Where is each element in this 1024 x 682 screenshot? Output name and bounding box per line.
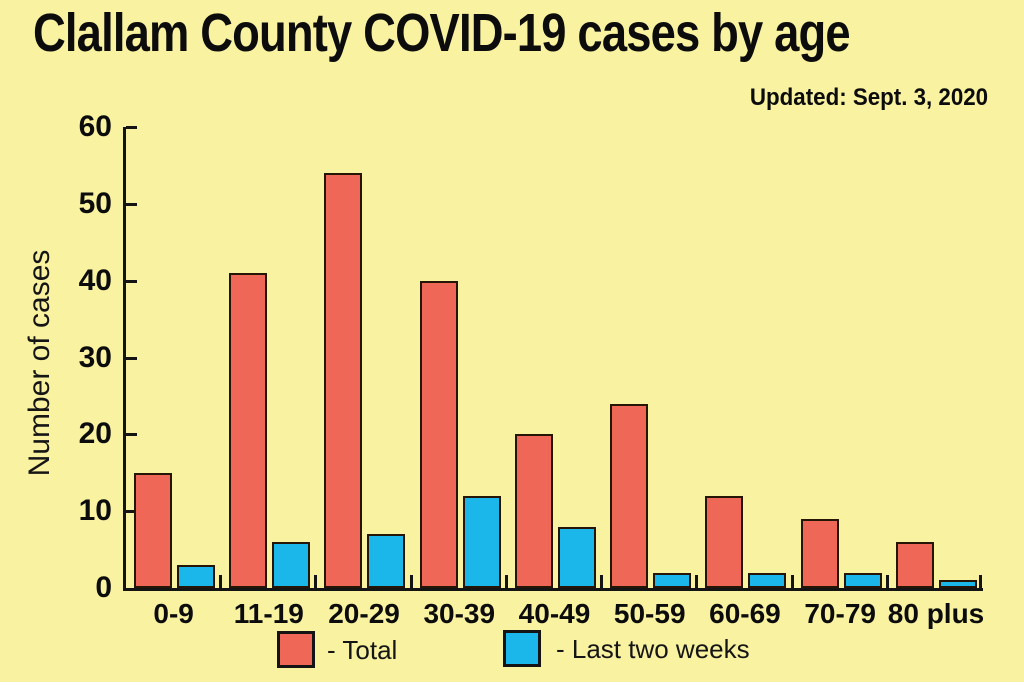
x-axis-tick	[885, 575, 889, 588]
bar-total-20-29	[324, 173, 363, 588]
bar-group-20-29	[316, 127, 411, 588]
bar-total-80-plus	[895, 541, 934, 588]
bar-group-60-69	[697, 127, 792, 588]
chart-title: Clallam County COVID-19 cases by age	[33, 3, 851, 63]
x-axis-tick	[790, 575, 794, 588]
bar-total-60-69	[705, 495, 744, 588]
bar-last-two-weeks-30-39	[462, 495, 501, 588]
legend-swatch-total	[277, 631, 315, 668]
y-tick-label-20: 20	[78, 417, 112, 451]
bar-group-50-59	[602, 127, 697, 588]
y-axis-tick-40	[126, 279, 137, 283]
x-tick-label-0-9: 0-9	[153, 598, 194, 629]
y-axis-tick-60	[126, 126, 137, 129]
x-tick-label-60-69: 60-69	[709, 598, 781, 629]
bar-group-0-9	[126, 127, 221, 588]
x-tick-label-40-49: 40-49	[518, 598, 591, 629]
x-tick-label-80-plus: 80 plus	[887, 598, 985, 629]
bar-total-40-49	[514, 434, 553, 588]
x-tick-label-11-19: 11-19	[233, 598, 304, 629]
plot-area: 0-9 11-19 20-29 30-39 40-49 50-59 60-69 70-79 80…	[123, 126, 984, 629]
x-tick-label-30-39: 30-39	[423, 598, 496, 629]
bar-total-0-9	[133, 472, 172, 588]
y-tick-label-30: 30	[78, 340, 112, 374]
y-tick-label-50: 50	[78, 186, 112, 220]
legend-label-last-two-weeks: - Last two weeks	[556, 634, 750, 664]
x-tick-label-50-59: 50-59	[613, 598, 686, 629]
y-axis-tick-20	[126, 433, 137, 437]
y-axis-tick-10	[126, 510, 137, 514]
x-axis-tick	[504, 575, 508, 588]
bar-last-two-weeks-80-plus	[938, 580, 977, 588]
bar-total-50-59	[610, 403, 649, 588]
bar-group-30-39	[412, 127, 507, 588]
x-axis-tick	[695, 575, 699, 588]
y-tick-label-0: 0	[95, 571, 112, 604]
x-tick-label-70-79: 70-79	[804, 598, 876, 629]
x-axis-tick	[219, 575, 223, 588]
y-tick-label-40: 40	[78, 263, 112, 297]
bar-last-two-weeks-40-49	[557, 526, 596, 588]
y-axis-tick-50	[126, 202, 137, 206]
y-axis-tick-30	[126, 356, 137, 360]
x-axis-end-tick	[979, 575, 982, 588]
bar-last-two-weeks-70-79	[843, 572, 882, 588]
x-axis-tick	[409, 575, 413, 588]
bar-group-40-49	[507, 127, 602, 588]
bar-last-two-weeks-20-29	[367, 534, 406, 588]
legend-label-total: - Total	[327, 635, 398, 665]
legend-swatch-last-two-weeks	[503, 630, 541, 667]
y-tick-label-60: 60	[78, 110, 112, 143]
bar-total-30-39	[419, 280, 458, 588]
x-axis-tick	[314, 575, 318, 588]
bar-total-70-79	[800, 518, 839, 588]
updated-date: Updated: Sept. 3, 2020	[749, 84, 988, 111]
bar-last-two-weeks-60-69	[748, 572, 787, 588]
bar-group-11-19	[221, 127, 316, 588]
bar-group-70-79	[793, 127, 888, 588]
bar-last-two-weeks-11-19	[272, 541, 311, 588]
y-tick-label-10: 10	[78, 494, 112, 528]
x-axis-tick	[600, 575, 604, 588]
bar-last-two-weeks-0-9	[177, 564, 216, 588]
bar-total-11-19	[229, 272, 268, 588]
bar-last-two-weeks-50-59	[653, 572, 692, 588]
bar-group-80-plus	[888, 127, 983, 588]
x-tick-label-20-29: 20-29	[328, 598, 400, 629]
